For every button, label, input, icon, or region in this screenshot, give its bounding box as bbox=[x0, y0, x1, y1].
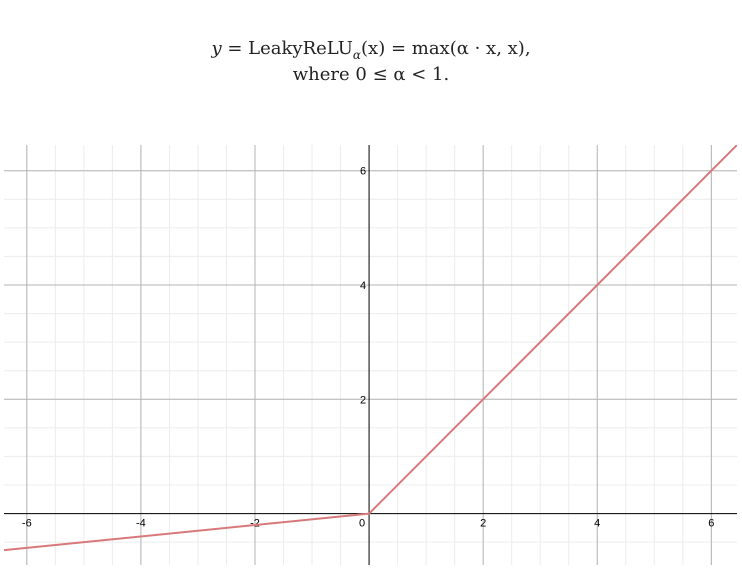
y-tick-label: 6 bbox=[360, 166, 366, 178]
x-tick-label: 2 bbox=[480, 518, 486, 530]
formula-arg: (x) bbox=[361, 38, 386, 59]
formula-eq-max: = max(α · x, x), bbox=[385, 38, 531, 59]
formula-alpha-subscript: α bbox=[352, 48, 362, 62]
x-tick-label: -4 bbox=[136, 518, 146, 530]
series-line-leaky-relu bbox=[4, 145, 737, 552]
y-tick-label: 2 bbox=[360, 394, 366, 406]
formula-line-2: where 0 ≤ α < 1. bbox=[292, 64, 450, 85]
x-tick-label: -6 bbox=[22, 518, 32, 530]
x-tick-label: 4 bbox=[594, 518, 600, 530]
x-tick-label: 6 bbox=[708, 518, 714, 530]
x-tick-label: 0 bbox=[359, 518, 365, 530]
x-tick-label: -2 bbox=[250, 518, 260, 530]
y-tick-label: 4 bbox=[360, 280, 366, 292]
formula-line-1: y = LeakyReLUα(x) = max(α · x, x), bbox=[0, 38, 742, 62]
formula-eq-leakyrelu: = LeakyReLU bbox=[221, 38, 353, 59]
formula-y: y bbox=[211, 38, 222, 59]
